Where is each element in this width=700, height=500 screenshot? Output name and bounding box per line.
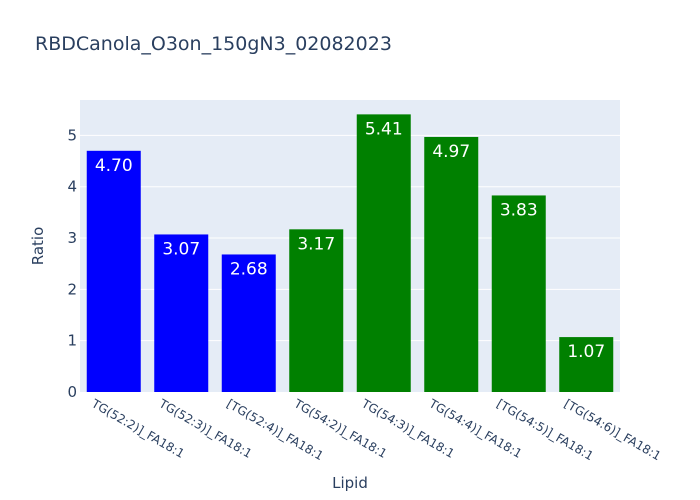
y-axis-ticks: 0 1 2 3 4 5 (67, 126, 77, 401)
bar (289, 229, 344, 392)
x-axis-title: Lipid (332, 474, 368, 492)
bar (491, 195, 546, 392)
y-tick-label: 0 (67, 383, 77, 401)
y-tick-label: 1 (67, 332, 77, 350)
bar-value-label: 2.68 (230, 259, 268, 279)
bar (86, 150, 141, 392)
bar (356, 114, 411, 392)
chart-title: RBDCanola_O3on_150gN3_02082023 (35, 33, 392, 55)
bar-value-label: 5.41 (365, 119, 403, 139)
bars: 4.70 3.07 2.68 3.17 5.41 4.97 3.83 1.07 (86, 114, 614, 392)
y-tick-label: 4 (67, 178, 77, 196)
y-tick-label: 2 (67, 280, 77, 298)
bar (424, 136, 479, 392)
bar-value-label: 3.17 (297, 234, 335, 254)
bar-value-label: 3.07 (162, 239, 200, 259)
y-tick-label: 5 (67, 126, 77, 144)
bar-value-label: 4.70 (95, 156, 133, 176)
bar (154, 234, 209, 392)
bar (559, 337, 614, 392)
bar (221, 254, 276, 392)
y-tick-label: 3 (67, 229, 77, 247)
bar-value-label: 1.07 (567, 342, 605, 362)
bar-value-label: 4.97 (432, 142, 470, 162)
bar-value-label: 3.83 (500, 200, 538, 220)
y-axis-title: Ratio (29, 227, 47, 266)
x-axis-ticks: TG(52:2)]_FA18:1TG(52:3)]_FA18:1[TG(52:4… (88, 396, 663, 463)
